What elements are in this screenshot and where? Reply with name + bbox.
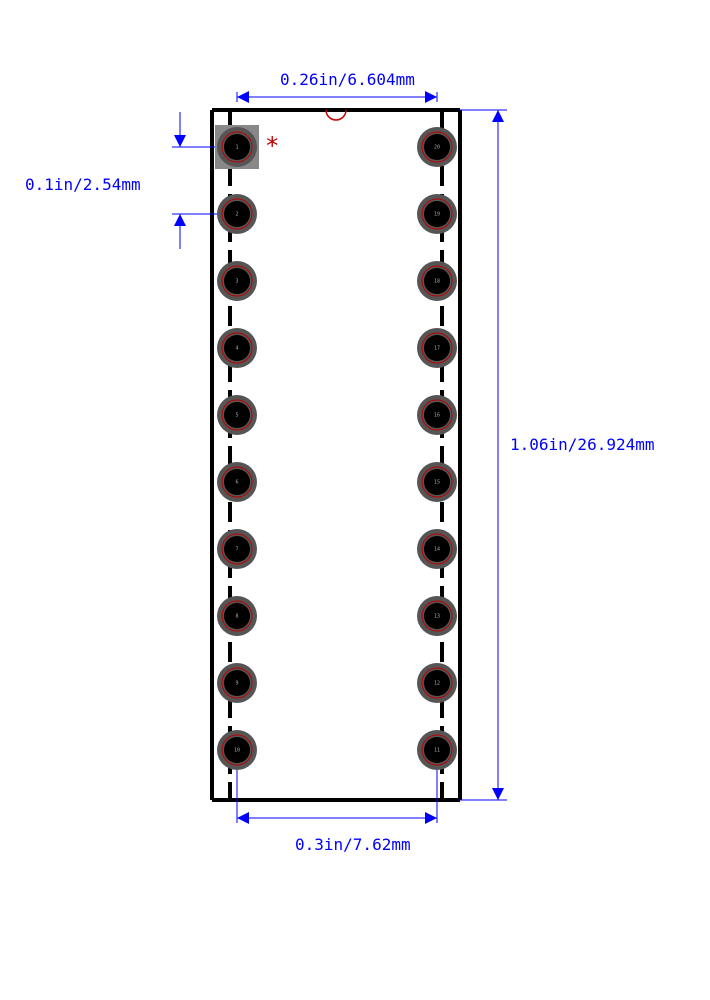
pin-right-9-label: 12 [434, 681, 440, 687]
pin1-asterisk: * [265, 132, 279, 160]
pin-right-6-label: 15 [434, 480, 440, 486]
pin-left-8-label: 8 [235, 614, 238, 620]
dimension-bottom-label: 0.3in/7.62mm [295, 835, 411, 854]
pin-left-1-label: 1 [235, 145, 238, 151]
pin-right-3-label: 18 [434, 279, 440, 285]
pin-right-10-label: 11 [434, 748, 440, 754]
pin-right-7-label: 14 [434, 547, 440, 553]
pin-left-7-label: 7 [235, 547, 238, 553]
dimension-right-label: 1.06in/26.924mm [510, 435, 655, 454]
pin-left-4-label: 4 [235, 346, 238, 352]
pin-right-4-label: 17 [434, 346, 440, 352]
dimension-pitch-label: 0.1in/2.54mm [25, 175, 141, 194]
pin-right-5-label: 16 [434, 413, 440, 419]
pin-left-3-label: 3 [235, 279, 238, 285]
pin-left-9-label: 9 [235, 681, 238, 687]
pin-left-10-label: 10 [234, 748, 240, 754]
pin-right-8-label: 13 [434, 614, 440, 620]
pin-right-2-label: 19 [434, 212, 440, 218]
pin-left-6-label: 6 [235, 480, 238, 486]
footprint-diagram: 1234567891020191817161514131211*0.26in/6… [0, 0, 710, 1000]
pin-right-1-label: 20 [434, 145, 440, 151]
pin-left-5-label: 5 [235, 413, 238, 419]
dimension-top-label: 0.26in/6.604mm [280, 70, 415, 89]
pin-left-2-label: 2 [235, 212, 238, 218]
